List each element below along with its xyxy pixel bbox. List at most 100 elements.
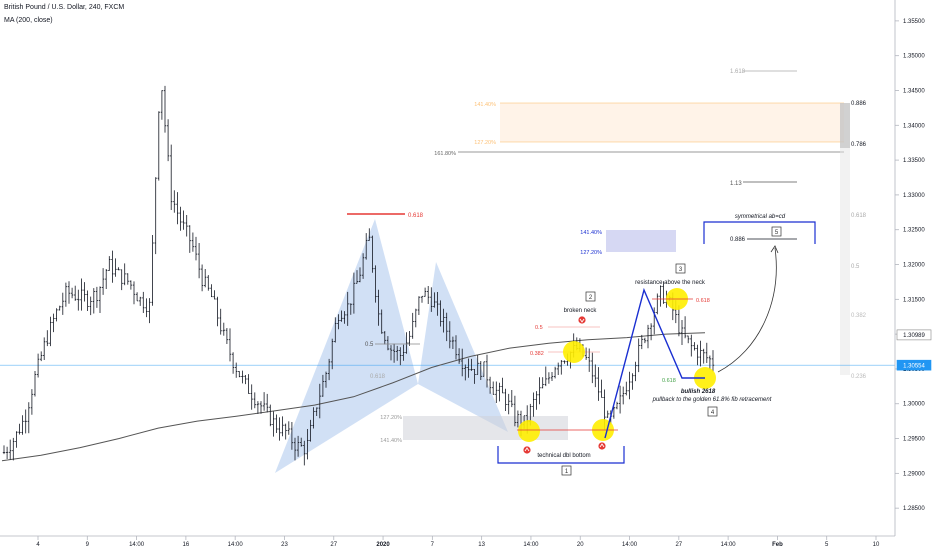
y-tick-label: 1.31500 [903, 297, 925, 303]
fib-left-05-label: 0.5 [365, 342, 374, 348]
box-5-label: 5 [775, 230, 779, 236]
background-layer [275, 102, 850, 473]
x-tick-label: 4 [36, 542, 40, 548]
x-tick-label: 9 [86, 542, 90, 548]
y-tick-label: 1.32000 [903, 263, 925, 269]
up-arrow-icon-1 [523, 446, 531, 454]
highlight-circle-1 [518, 420, 540, 442]
ext-lower-1272-label: 127.20% [380, 415, 402, 421]
symmetric-bracket [703, 221, 816, 244]
ext-zone-mid [606, 230, 676, 252]
x-tick-label: 14:00 [523, 542, 539, 548]
x-tick-label: 14:00 [721, 542, 737, 548]
ext-mid-1272-label: 127.20% [580, 250, 602, 256]
box-5 [771, 226, 782, 237]
y-tick-label: 1.34000 [903, 123, 925, 129]
ext-lower-1414-label: 141.40% [380, 438, 402, 444]
price-labels-group: 1.30989 1.30554 [896, 329, 932, 371]
symmetric-text: symmetrical ab=cd [735, 214, 786, 220]
x-tick-label: 20 [577, 542, 584, 548]
y-tick-label: 1.30000 [903, 402, 925, 408]
box-1-label: 1 [565, 469, 569, 475]
abcd-lines [604, 287, 705, 439]
box-4-label: 4 [711, 410, 715, 416]
tdb-text: technical dbl bottom [537, 453, 590, 459]
y-tick-label: 1.29500 [903, 437, 925, 443]
y-tick-label: 1.28500 [903, 506, 925, 512]
fib-0236-label: 0.236 [851, 374, 867, 380]
ext-upper-1618-label: 161.80% [434, 151, 456, 157]
x-tick-label: Feb [772, 542, 783, 548]
box-1 [561, 465, 572, 476]
price-label-box [896, 329, 932, 341]
fib-left-0618-label: 0.618 [408, 213, 424, 219]
box-2-label: 2 [589, 295, 593, 301]
x-tick-label: 16 [183, 542, 190, 548]
down-arrow-icon [578, 316, 586, 324]
y-tick-label: 1.33000 [903, 193, 925, 199]
ext-zone-lower [403, 416, 568, 440]
harmonic-triangle-1 [275, 219, 418, 473]
y-tick-label: 1.29000 [903, 471, 925, 477]
price-label-text: 1.30554 [903, 363, 925, 369]
y-tick-label: 1.35500 [903, 19, 925, 25]
fib-0886a-label: 0.886 [730, 237, 746, 243]
x-ticks-group: 4 9 14:00 16 14:00 23 27 2020 7 13 14:00 20 14:00 27 1… [36, 536, 880, 548]
fib-0382-label: 0.382 [851, 313, 867, 319]
x-tick-label: 5 [825, 542, 829, 548]
x-tick-label: 14:00 [129, 542, 145, 548]
ma-200-line [1, 332, 706, 462]
y-tick-label: 1.32500 [903, 228, 925, 234]
fib-1618-label: 1.618 [730, 69, 746, 75]
ext-upper-1272-label: 127.20% [474, 140, 496, 146]
resistance-0618-label: 0.618 [696, 298, 710, 304]
chart-title: British Pound / U.S. Dollar, 240, FXCM [4, 4, 125, 11]
x-tick-label: 14:00 [622, 542, 638, 548]
y-tick-label: 1.33500 [903, 158, 925, 164]
fib-05-label: 0.5 [851, 264, 860, 270]
x-tick-label: 23 [281, 542, 288, 548]
up-arrow-icon-2 [598, 442, 606, 450]
y-tick-label: 1.35000 [903, 54, 925, 60]
up-arrow-glyph-1 [524, 447, 530, 452]
box-2 [585, 291, 596, 302]
ext-zone-upper [500, 103, 844, 142]
fib-mid-0618-label: 0.618 [662, 378, 676, 384]
x-tick-label: 10 [873, 542, 880, 548]
x-tick-label: 13 [478, 542, 485, 548]
ext-mid-1414-label: 141.40% [580, 230, 602, 236]
fib-left-0618-faded-label: 0.618 [370, 374, 386, 380]
down-arrow-icon-glyph [579, 318, 585, 323]
fib-vertical-band [840, 103, 850, 375]
bullish-text: bullish 2618 [681, 389, 716, 395]
resistance-text: resistance above the neck [635, 280, 706, 286]
x-tick-label: 7 [431, 542, 435, 548]
up-arrow-glyph-2 [599, 443, 605, 448]
y-tick-label: 1.34500 [903, 88, 925, 94]
candles-group [2, 85, 715, 466]
fib-0786-label: 0.786 [851, 142, 867, 148]
indicator-label: MA (200, close) [4, 17, 53, 24]
x-tick-label: 2020 [376, 542, 390, 548]
tdb-bracket [497, 446, 625, 464]
fib-0618-label: 0.618 [851, 213, 867, 219]
price-label-box [896, 359, 932, 371]
x-tick-label: 27 [675, 542, 682, 548]
highlight-circle-3 [563, 341, 585, 363]
ext-upper-1414-label: 141.40% [474, 102, 496, 108]
fib-vertical-band-top [840, 103, 850, 148]
price-label-text: 1.30989 [903, 333, 925, 339]
broken-neck-text: broken neck [564, 308, 598, 314]
fib-mid-0382-label: 0.382 [530, 351, 544, 357]
x-tick-label: 27 [330, 542, 337, 548]
annotation-layer: 0.618 0.5 0.618 127.20% 141.40% 141.40% … [347, 69, 867, 476]
box-3 [675, 263, 686, 274]
fib-mid-05-label: 0.5 [535, 325, 543, 331]
fib-113-label: 1.13 [730, 181, 742, 187]
box-3-label: 3 [679, 267, 683, 273]
projection-arrowhead [770, 245, 779, 254]
box-4 [707, 406, 718, 417]
